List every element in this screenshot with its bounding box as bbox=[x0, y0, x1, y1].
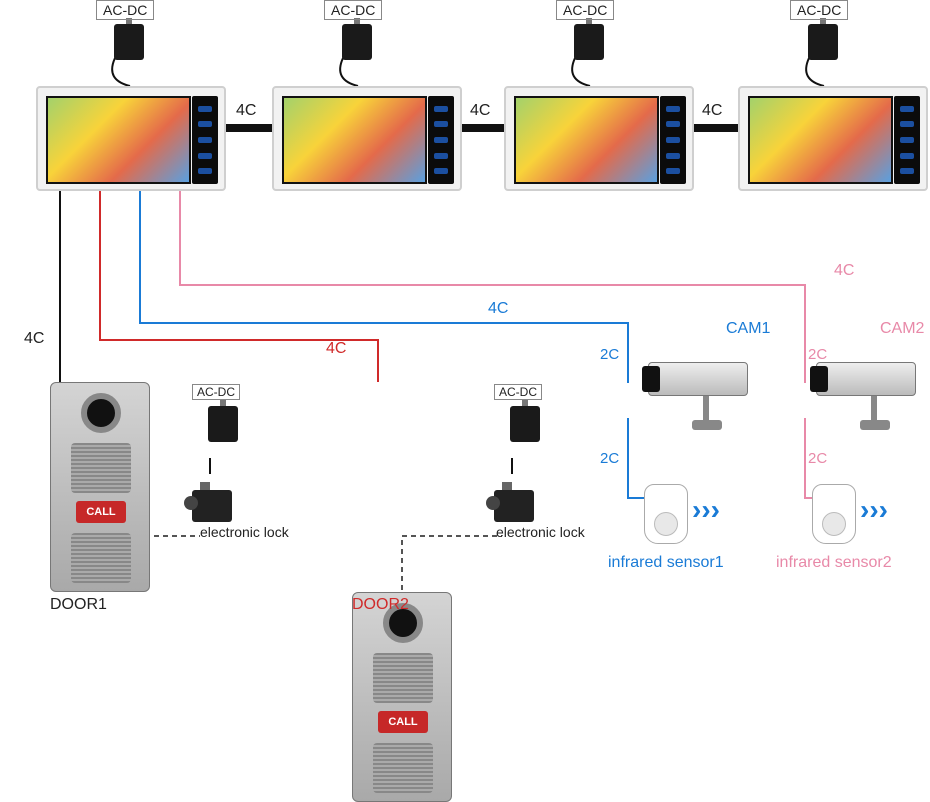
cam1-4c: 4C bbox=[488, 300, 508, 318]
acdc-label-2: AC-DC bbox=[324, 0, 382, 20]
link-label-2: 4C bbox=[470, 102, 490, 120]
call-button-1: CALL bbox=[76, 501, 126, 523]
pir-sensor-1: ››› bbox=[644, 484, 704, 554]
lock1-adapter bbox=[190, 400, 250, 460]
lock-1 bbox=[184, 478, 234, 522]
lock2-adapter bbox=[492, 400, 552, 460]
adapter-4 bbox=[790, 18, 850, 78]
link-label-3: 4C bbox=[702, 102, 722, 120]
lock1-label: electronic lock bbox=[200, 524, 289, 540]
lock1-acdc: AC-DC bbox=[192, 384, 240, 400]
adapter-2 bbox=[324, 18, 384, 78]
monitor-1 bbox=[36, 86, 226, 191]
door1-label: DOOR1 bbox=[50, 596, 107, 614]
pir-sensor-2: ››› bbox=[812, 484, 872, 554]
cam1-2c: 2C bbox=[600, 346, 619, 363]
call-button-2: CALL bbox=[378, 711, 428, 733]
acdc-label-4: AC-DC bbox=[790, 0, 848, 20]
pir1-2c: 2C bbox=[600, 450, 619, 467]
link-label-1: 4C bbox=[236, 102, 256, 120]
cam2-4c: 4C bbox=[834, 262, 854, 280]
adapter-3 bbox=[556, 18, 616, 78]
adapter-1 bbox=[96, 18, 156, 78]
cam2-2c: 2C bbox=[808, 346, 827, 363]
acdc-label-3: AC-DC bbox=[556, 0, 614, 20]
camera-1 bbox=[648, 356, 768, 436]
lock-2 bbox=[486, 478, 536, 522]
pir2-label: infrared sensor2 bbox=[776, 554, 892, 572]
signal-icon: ››› bbox=[692, 494, 720, 526]
lock2-label: electronic lock bbox=[496, 524, 585, 540]
door2-4c: 4C bbox=[326, 340, 346, 358]
pir2-2c: 2C bbox=[808, 450, 827, 467]
pir1-label: infrared sensor1 bbox=[608, 554, 724, 572]
camera-2 bbox=[816, 356, 930, 436]
monitor-4 bbox=[738, 86, 928, 191]
monitor-3 bbox=[504, 86, 694, 191]
cam1-label: CAM1 bbox=[726, 320, 770, 338]
cam2-label: CAM2 bbox=[880, 320, 924, 338]
door1-4c: 4C bbox=[24, 330, 44, 348]
lock2-acdc: AC-DC bbox=[494, 384, 542, 400]
monitor-2 bbox=[272, 86, 462, 191]
signal-icon: ››› bbox=[860, 494, 888, 526]
door-panel-1: CALL bbox=[50, 382, 150, 592]
door2-label: DOOR2 bbox=[352, 596, 409, 614]
acdc-label-1: AC-DC bbox=[96, 0, 154, 20]
door-panel-2: CALL bbox=[352, 592, 452, 802]
